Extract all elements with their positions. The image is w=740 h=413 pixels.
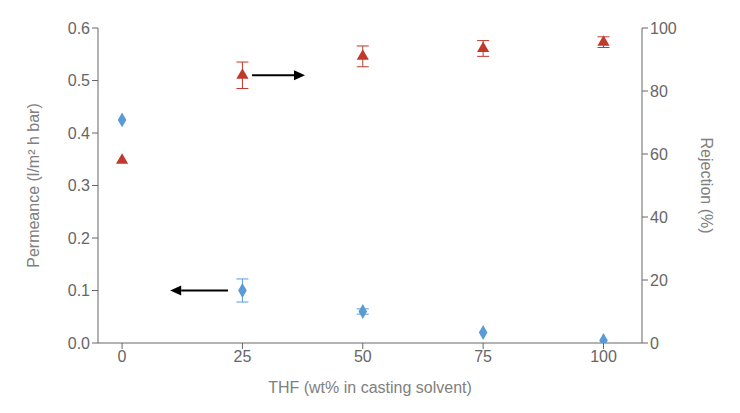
- svg-text:0: 0: [118, 348, 127, 365]
- svg-text:20: 20: [650, 272, 668, 289]
- svg-text:0.5: 0.5: [68, 72, 90, 89]
- svg-text:0.3: 0.3: [68, 177, 90, 194]
- svg-text:75: 75: [474, 348, 492, 365]
- svg-text:Permeance (l/m² h bar): Permeance (l/m² h bar): [25, 103, 42, 268]
- svg-text:0.1: 0.1: [68, 282, 90, 299]
- svg-text:0.6: 0.6: [68, 20, 90, 37]
- svg-text:25: 25: [234, 348, 252, 365]
- svg-text:THF (wt% in casting solvent): THF (wt% in casting solvent): [268, 379, 472, 396]
- svg-text:100: 100: [650, 20, 677, 37]
- svg-text:100: 100: [590, 348, 617, 365]
- svg-text:0.2: 0.2: [68, 230, 90, 247]
- svg-text:80: 80: [650, 83, 668, 100]
- svg-text:0.0: 0.0: [68, 335, 90, 352]
- svg-text:0.4: 0.4: [68, 125, 90, 142]
- svg-text:60: 60: [650, 146, 668, 163]
- svg-text:40: 40: [650, 209, 668, 226]
- svg-text:0: 0: [650, 335, 659, 352]
- svg-text:Rejection (%): Rejection (%): [698, 137, 715, 233]
- svg-text:50: 50: [354, 348, 372, 365]
